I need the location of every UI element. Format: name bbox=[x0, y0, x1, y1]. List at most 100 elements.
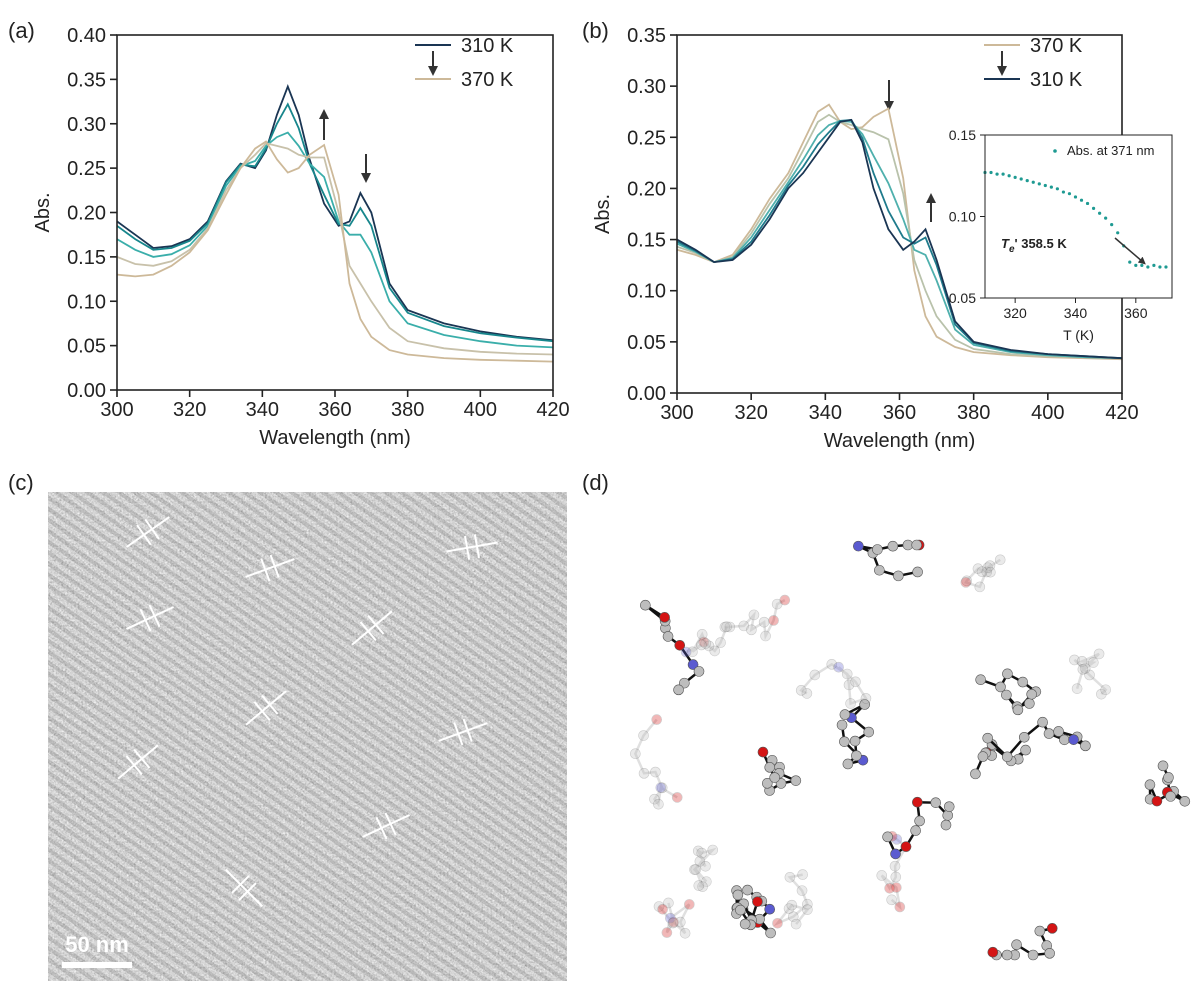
marker-axis bbox=[245, 690, 287, 726]
atom bbox=[653, 798, 664, 810]
atom bbox=[700, 860, 711, 872]
atom bbox=[679, 677, 690, 689]
bond bbox=[992, 927, 1053, 957]
bond bbox=[633, 718, 678, 808]
data-point bbox=[1031, 180, 1035, 184]
marker-tick bbox=[125, 755, 143, 776]
atom bbox=[649, 793, 660, 805]
atom bbox=[667, 917, 679, 929]
scale-bar-label: 50 nm bbox=[65, 932, 129, 957]
atom bbox=[995, 681, 1006, 693]
atom bbox=[719, 621, 731, 633]
atom bbox=[1076, 656, 1088, 667]
data-point bbox=[1079, 198, 1084, 202]
atom bbox=[930, 797, 942, 808]
atom bbox=[1034, 925, 1046, 937]
x-tick-label: 320 bbox=[1003, 305, 1027, 321]
data-point bbox=[1110, 223, 1114, 227]
atom bbox=[680, 646, 692, 658]
marker-tick bbox=[148, 604, 161, 628]
atom bbox=[943, 801, 955, 812]
spacing-marker bbox=[126, 604, 174, 632]
data-point bbox=[1146, 265, 1150, 269]
y-tick-label: 0.35 bbox=[627, 25, 666, 47]
atom bbox=[769, 772, 780, 783]
atom bbox=[850, 676, 861, 688]
atom bbox=[1017, 676, 1029, 688]
atom bbox=[893, 570, 904, 582]
y-tick-label: 0.05 bbox=[949, 290, 976, 306]
y-tick-label: 0.40 bbox=[67, 25, 106, 47]
spectrum-line bbox=[116, 140, 554, 363]
atom bbox=[696, 629, 708, 640]
y-tick-label: 0.05 bbox=[627, 332, 666, 354]
atom bbox=[796, 885, 808, 896]
marker-axis bbox=[117, 744, 159, 780]
atom bbox=[700, 638, 711, 649]
x-tick-label: 400 bbox=[464, 399, 497, 421]
atom bbox=[638, 768, 650, 779]
y-tick-label: 0.00 bbox=[67, 380, 106, 402]
atom bbox=[972, 563, 984, 574]
atom bbox=[839, 736, 850, 747]
x-axis-label: Wavelength (nm) bbox=[259, 427, 411, 449]
atom bbox=[1043, 728, 1055, 739]
x-tick-label: 360 bbox=[883, 402, 916, 424]
atom bbox=[872, 544, 883, 555]
atom bbox=[912, 566, 923, 578]
y-tick-label: 0.15 bbox=[627, 230, 666, 252]
atom bbox=[752, 896, 763, 907]
spacing-marker bbox=[446, 534, 498, 560]
atom bbox=[994, 554, 1006, 566]
atom bbox=[960, 577, 972, 588]
spectrum-line bbox=[676, 118, 1123, 360]
atom bbox=[692, 845, 704, 857]
annotation-arrow bbox=[1114, 237, 1146, 265]
atom bbox=[771, 598, 783, 610]
atom bbox=[984, 560, 996, 571]
inset-background bbox=[985, 135, 1172, 298]
atom bbox=[974, 581, 986, 593]
atom bbox=[653, 901, 665, 912]
atom bbox=[657, 903, 668, 915]
x-tick-label: 340 bbox=[809, 402, 842, 424]
marker-tick bbox=[136, 524, 152, 546]
atom bbox=[845, 698, 856, 709]
atom bbox=[693, 880, 705, 891]
atom bbox=[1165, 791, 1176, 802]
spectrum-line bbox=[116, 131, 554, 349]
bond bbox=[964, 558, 1001, 589]
atom bbox=[942, 810, 954, 821]
legend-label: 310 K bbox=[1030, 69, 1083, 91]
atom bbox=[853, 540, 864, 552]
atom bbox=[1151, 795, 1163, 807]
atom bbox=[757, 746, 769, 758]
y-tick-label: 0.15 bbox=[67, 247, 106, 269]
atom bbox=[1024, 698, 1035, 709]
bond bbox=[692, 847, 717, 889]
bond bbox=[724, 599, 786, 641]
atom bbox=[1001, 751, 1013, 763]
panel-label: (b) bbox=[582, 18, 609, 43]
data-point bbox=[1055, 187, 1059, 191]
bond bbox=[644, 604, 701, 691]
atom bbox=[1001, 689, 1012, 701]
atom bbox=[1069, 654, 1080, 666]
legend-label: 370 K bbox=[1030, 35, 1083, 57]
data-point bbox=[995, 172, 999, 176]
atom bbox=[985, 566, 996, 578]
atom bbox=[665, 912, 676, 924]
panel-label: (d) bbox=[582, 470, 609, 495]
atom bbox=[809, 669, 821, 681]
bond bbox=[986, 720, 1087, 759]
x-axis-label: T (K) bbox=[1063, 327, 1094, 343]
data-point bbox=[1134, 263, 1138, 267]
data-point bbox=[1098, 211, 1102, 215]
atom bbox=[887, 540, 899, 552]
x-axis-label: Wavelength (nm) bbox=[824, 430, 976, 452]
atom bbox=[1002, 668, 1013, 680]
data-point bbox=[1007, 174, 1011, 178]
atom bbox=[839, 709, 851, 720]
atom bbox=[735, 904, 746, 916]
atom bbox=[760, 630, 771, 642]
